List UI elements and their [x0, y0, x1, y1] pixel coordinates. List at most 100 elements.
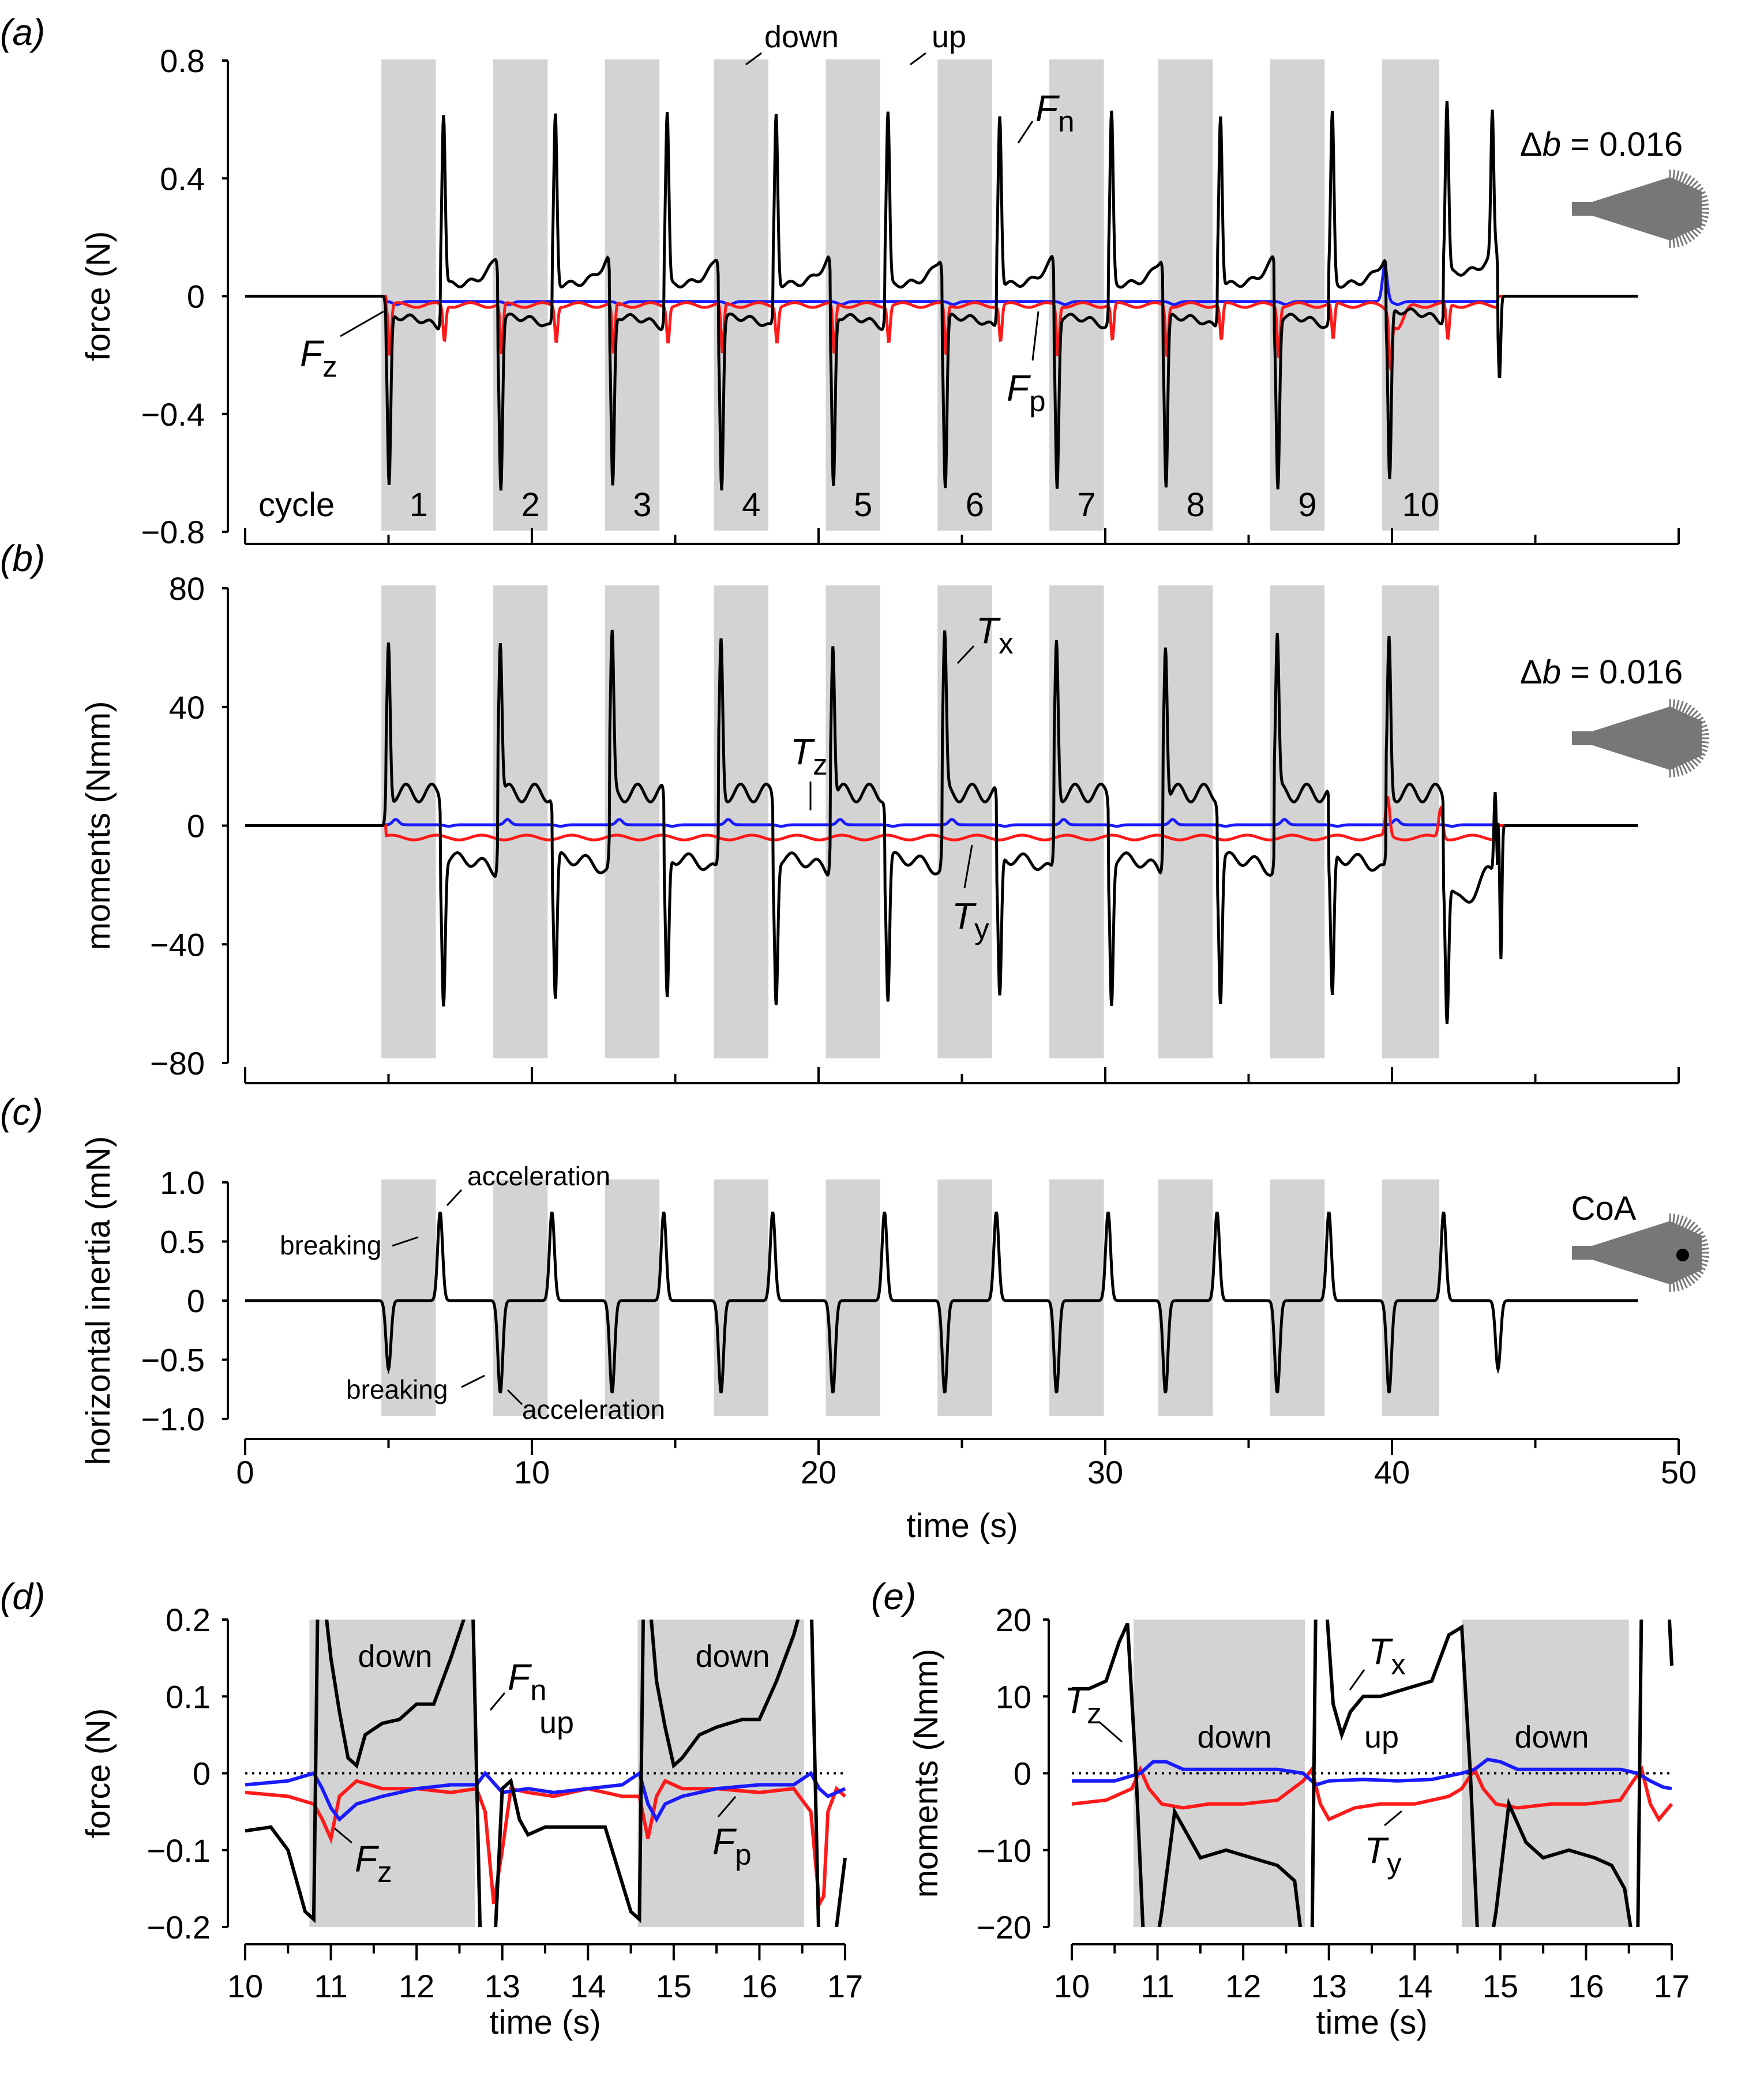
annotation-up: up: [932, 20, 966, 54]
x-tick-label: 15: [1483, 1968, 1518, 2004]
label-Fn: Fn: [1035, 88, 1075, 138]
series-Fz-line: [245, 1778, 846, 1910]
annotation-down-2: down: [695, 1639, 770, 1674]
y-axis-label: moments (Nmm): [907, 1649, 945, 1898]
x-tick-label: 20: [801, 1454, 836, 1490]
cycle-number-3: 3: [633, 486, 651, 524]
cycle-label: cycle: [258, 486, 335, 524]
wing-icon-a: [1572, 170, 1709, 248]
annotation-down-2: down: [1514, 1720, 1589, 1755]
label-Fn: Fn: [508, 1656, 547, 1707]
annotation-down: down: [764, 20, 839, 54]
wing-icon-b: [1572, 699, 1709, 777]
annotation-up: up: [1364, 1720, 1399, 1755]
downstroke-shade-2: [637, 1620, 804, 1927]
y-tick-label: 80: [169, 570, 205, 607]
series-inertia-line: [245, 1211, 1638, 1393]
wing-label-b: Δb = 0.016: [1520, 653, 1683, 691]
y-axis-label: moments (Nmm): [80, 701, 117, 951]
panel-label: (b): [0, 538, 45, 579]
leader-Tz: [1098, 1720, 1123, 1743]
label-Tz: Tz: [1064, 1680, 1102, 1730]
y-tick-label: −10: [977, 1832, 1031, 1869]
wing-shape: [1572, 707, 1702, 770]
x-tick-label: 17: [827, 1968, 863, 2004]
x-tick-label: 14: [570, 1968, 606, 2004]
leader-accel-bot: [506, 1389, 523, 1406]
leader-Tx: [956, 645, 975, 664]
panel-b: 80 40 0 −40 −80 moments (Nmm) (b) Tx Tz Ty Δb = 0.…: [0, 538, 1709, 1084]
leader-Tx: [1349, 1669, 1365, 1690]
annotation-acceleration-top: acceleration: [467, 1161, 610, 1191]
series-Fp-line: [245, 1770, 846, 1823]
y-tick-label: −1.0: [141, 1401, 205, 1437]
x-axis-label: time (s): [1316, 2004, 1427, 2041]
x-tick-label: 15: [656, 1968, 692, 2004]
coa-dot: [1676, 1249, 1689, 1261]
x-tick-label: 30: [1087, 1454, 1123, 1490]
y-tick-label: −0.5: [141, 1342, 205, 1378]
annotation-breaking-bottom: breaking: [346, 1374, 448, 1404]
x-tick-label: 12: [399, 1968, 434, 2004]
y-tick-label: 0: [187, 808, 205, 844]
cycle-number-5: 5: [854, 486, 872, 524]
leader-Fp: [1031, 311, 1040, 361]
y-tick-label: 0.8: [160, 43, 205, 79]
panel-label: (d): [0, 1576, 45, 1617]
y-tick-label: 0.5: [160, 1224, 205, 1260]
label-Ty: Ty: [1364, 1829, 1402, 1880]
x-tick-label: 13: [485, 1968, 520, 2004]
leader-Fn: [1017, 121, 1034, 144]
annotation-down-1: down: [1197, 1720, 1271, 1755]
label-Fz: Fz: [300, 333, 337, 383]
panel-label: (c): [0, 1091, 43, 1133]
annotation-up: up: [539, 1705, 574, 1740]
leader-Ty: [963, 844, 973, 889]
label-Fz: Fz: [355, 1838, 392, 1888]
leader-down: [745, 52, 762, 66]
y-tick-label: 0.1: [166, 1678, 211, 1715]
y-axis-label: horizontal inertia (mN): [80, 1136, 117, 1466]
series-Tz-line: [1072, 1757, 1672, 1791]
y-tick-label: 0.2: [166, 1602, 211, 1638]
leader-up: [910, 52, 926, 66]
x-tick-label: 12: [1225, 1968, 1261, 2004]
series-Fn-line: [245, 1620, 847, 1927]
y-tick-label: −20: [977, 1909, 1031, 1945]
panel-c: 1.0 0.5 0 −0.5 −1.0 horizontal inertia (mN) (c…: [0, 1091, 1709, 1545]
leader-breaking-top: [392, 1236, 419, 1247]
x-axis-label: time (s): [906, 1507, 1018, 1545]
leader-Ty: [1384, 1810, 1402, 1827]
x-tick-label: 17: [1654, 1968, 1690, 2004]
x-tick-label: 40: [1374, 1454, 1410, 1490]
x-tick-label: 16: [1568, 1968, 1604, 2004]
y-axis-label: force (N): [80, 1708, 117, 1839]
downstroke-shade-1: [381, 1179, 436, 1416]
panel-d: 0.2 0.1 0 −0.1 −0.2 force (N) (d) 10 11 12 13 14 15 1…: [0, 1576, 863, 2041]
y-tick-label: −0.4: [141, 396, 205, 433]
y-axis-label: force (N): [80, 231, 117, 362]
y-tick-label: 40: [169, 689, 205, 726]
annotation-down-1: down: [358, 1639, 432, 1674]
wing-label-a: Δb = 0.016: [1520, 126, 1683, 163]
y-tick-label: 0: [187, 279, 205, 315]
wing-shape: [1572, 177, 1702, 241]
annotation-acceleration-bottom: acceleration: [522, 1395, 665, 1425]
x-tick-label: 10: [227, 1968, 263, 2004]
y-tick-label: 0: [187, 1283, 205, 1319]
label-Ty: Ty: [952, 895, 989, 945]
series-Fn-line: [245, 100, 1638, 491]
cycle-number-6: 6: [966, 486, 984, 524]
panel-e: 20 10 0 −10 −20 moments (Nmm) (e) 10 11 12 13 14 15 1…: [871, 1576, 1690, 2041]
leader-Fz: [340, 310, 384, 337]
cycle-number-9: 9: [1298, 486, 1316, 524]
x-axis-label: time (s): [489, 2004, 601, 2041]
leader-accel-top: [446, 1189, 463, 1207]
leader-Fp: [717, 1796, 737, 1817]
downstroke-shade-2: [1462, 1620, 1629, 1927]
panel-label: (a): [0, 12, 45, 53]
cycle-number-7: 7: [1078, 486, 1096, 524]
y-tick-label: 0: [193, 1756, 211, 1792]
series-Tx-line: [245, 629, 1638, 1024]
